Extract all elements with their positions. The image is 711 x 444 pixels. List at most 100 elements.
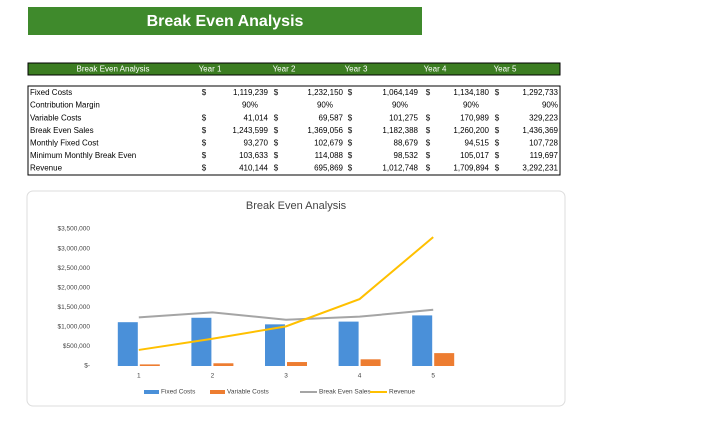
x-tick-label: 5: [431, 373, 435, 380]
cell-value: 1,134,180: [453, 88, 489, 97]
cell-value: 102,679: [314, 139, 343, 148]
row-label: Variable Costs: [30, 113, 81, 122]
cell-value: 41,014: [244, 113, 269, 122]
cell-value: 90%: [317, 101, 333, 110]
currency-sign: $: [495, 164, 500, 173]
cell-value: 69,587: [319, 113, 344, 122]
currency-sign: $: [274, 88, 279, 97]
cell-value: 695,869: [314, 164, 343, 173]
cell-value: 107,728: [529, 139, 558, 148]
currency-sign: $: [274, 126, 279, 135]
currency-sign: $: [202, 88, 207, 97]
y-tick-label: $-: [84, 363, 90, 370]
column-header: Year 5: [494, 65, 517, 74]
cell-value: 90%: [242, 101, 258, 110]
currency-sign: $: [202, 139, 207, 148]
cell-value: 170,989: [460, 113, 489, 122]
column-header: Break Even Analysis: [77, 65, 150, 74]
legend-label: Fixed Costs: [161, 389, 196, 396]
currency-sign: $: [348, 126, 353, 135]
x-tick-label: 1: [137, 373, 141, 380]
x-tick-label: 2: [211, 373, 215, 380]
row-label: Revenue: [30, 164, 63, 173]
cell-value: 1,012,748: [382, 164, 418, 173]
currency-sign: $: [348, 164, 353, 173]
cell-value: 101,275: [389, 113, 418, 122]
cell-value: 90%: [542, 101, 558, 110]
cell-value: 1,709,894: [453, 164, 489, 173]
currency-sign: $: [426, 126, 431, 135]
cell-value: 94,515: [465, 139, 490, 148]
column-header: Year 4: [424, 65, 447, 74]
bar: [287, 362, 307, 366]
currency-sign: $: [348, 139, 353, 148]
banner: [28, 7, 422, 35]
bar: [434, 353, 455, 366]
currency-sign: $: [348, 88, 353, 97]
cell-value: 88,679: [394, 139, 419, 148]
currency-sign: $: [426, 151, 431, 160]
bar: [213, 363, 234, 366]
bar: [139, 364, 160, 366]
currency-sign: $: [202, 113, 207, 122]
currency-sign: $: [495, 88, 500, 97]
legend-marker: [210, 390, 225, 394]
cell-value: 98,532: [394, 151, 419, 160]
legend-label: Variable Costs: [227, 389, 270, 396]
currency-sign: $: [202, 126, 207, 135]
cell-value: 1,243,599: [232, 126, 268, 135]
y-tick-label: $1,000,000: [57, 324, 90, 331]
legend-label: Break Even Sales: [319, 389, 371, 396]
cell-value: 1,064,149: [382, 88, 418, 97]
cell-value: 103,633: [239, 151, 268, 160]
cell-value: 1,182,388: [382, 126, 418, 135]
x-tick-label: 4: [358, 373, 362, 380]
chart-title: Break Even Analysis: [246, 200, 347, 212]
row-label: Contribution Margin: [30, 101, 100, 110]
cell-value: 90%: [392, 101, 408, 110]
bar: [360, 359, 381, 366]
row-label: Fixed Costs: [30, 88, 72, 97]
line: [138, 308, 434, 321]
legend-marker: [144, 390, 159, 394]
column-header: Year 1: [199, 65, 222, 74]
column-header: Year 2: [273, 65, 296, 74]
table-header: [27, 62, 561, 76]
cell-value: 119,697: [530, 151, 559, 160]
currency-sign: $: [495, 151, 500, 160]
currency-sign: $: [202, 164, 207, 173]
cell-value: 1,119,239: [233, 88, 269, 97]
cell-value: 410,144: [239, 164, 268, 173]
y-tick-label: $2,000,000: [57, 284, 90, 291]
currency-sign: $: [348, 151, 353, 160]
cell-value: 1,232,150: [307, 88, 343, 97]
currency-sign: $: [348, 113, 353, 122]
currency-sign: $: [274, 113, 279, 122]
currency-sign: $: [274, 164, 279, 173]
line: [138, 236, 434, 351]
currency-sign: $: [426, 164, 431, 173]
currency-sign: $: [495, 113, 500, 122]
y-tick-label: $1,500,000: [57, 304, 90, 311]
x-tick-label: 3: [284, 373, 288, 380]
y-tick-label: $3,000,000: [57, 245, 90, 252]
cell-value: 3,292,231: [522, 164, 558, 173]
y-tick-label: $3,500,000: [57, 226, 90, 233]
currency-sign: $: [202, 151, 207, 160]
cell-value: 1,369,056: [307, 126, 343, 135]
currency-sign: $: [426, 113, 431, 122]
cell-value: 105,017: [460, 151, 489, 160]
chart-frame: [26, 190, 566, 407]
currency-sign: $: [495, 126, 500, 135]
currency-sign: $: [495, 139, 500, 148]
cell-value: 1,260,200: [453, 126, 489, 135]
cell-value: 90%: [463, 101, 479, 110]
currency-sign: $: [274, 151, 279, 160]
cell-value: 1,292,733: [522, 88, 558, 97]
bar: [412, 315, 433, 366]
y-tick-label: $2,500,000: [57, 265, 90, 272]
cell-value: 93,270: [244, 139, 269, 148]
table-body: [27, 85, 561, 176]
currency-sign: $: [426, 139, 431, 148]
